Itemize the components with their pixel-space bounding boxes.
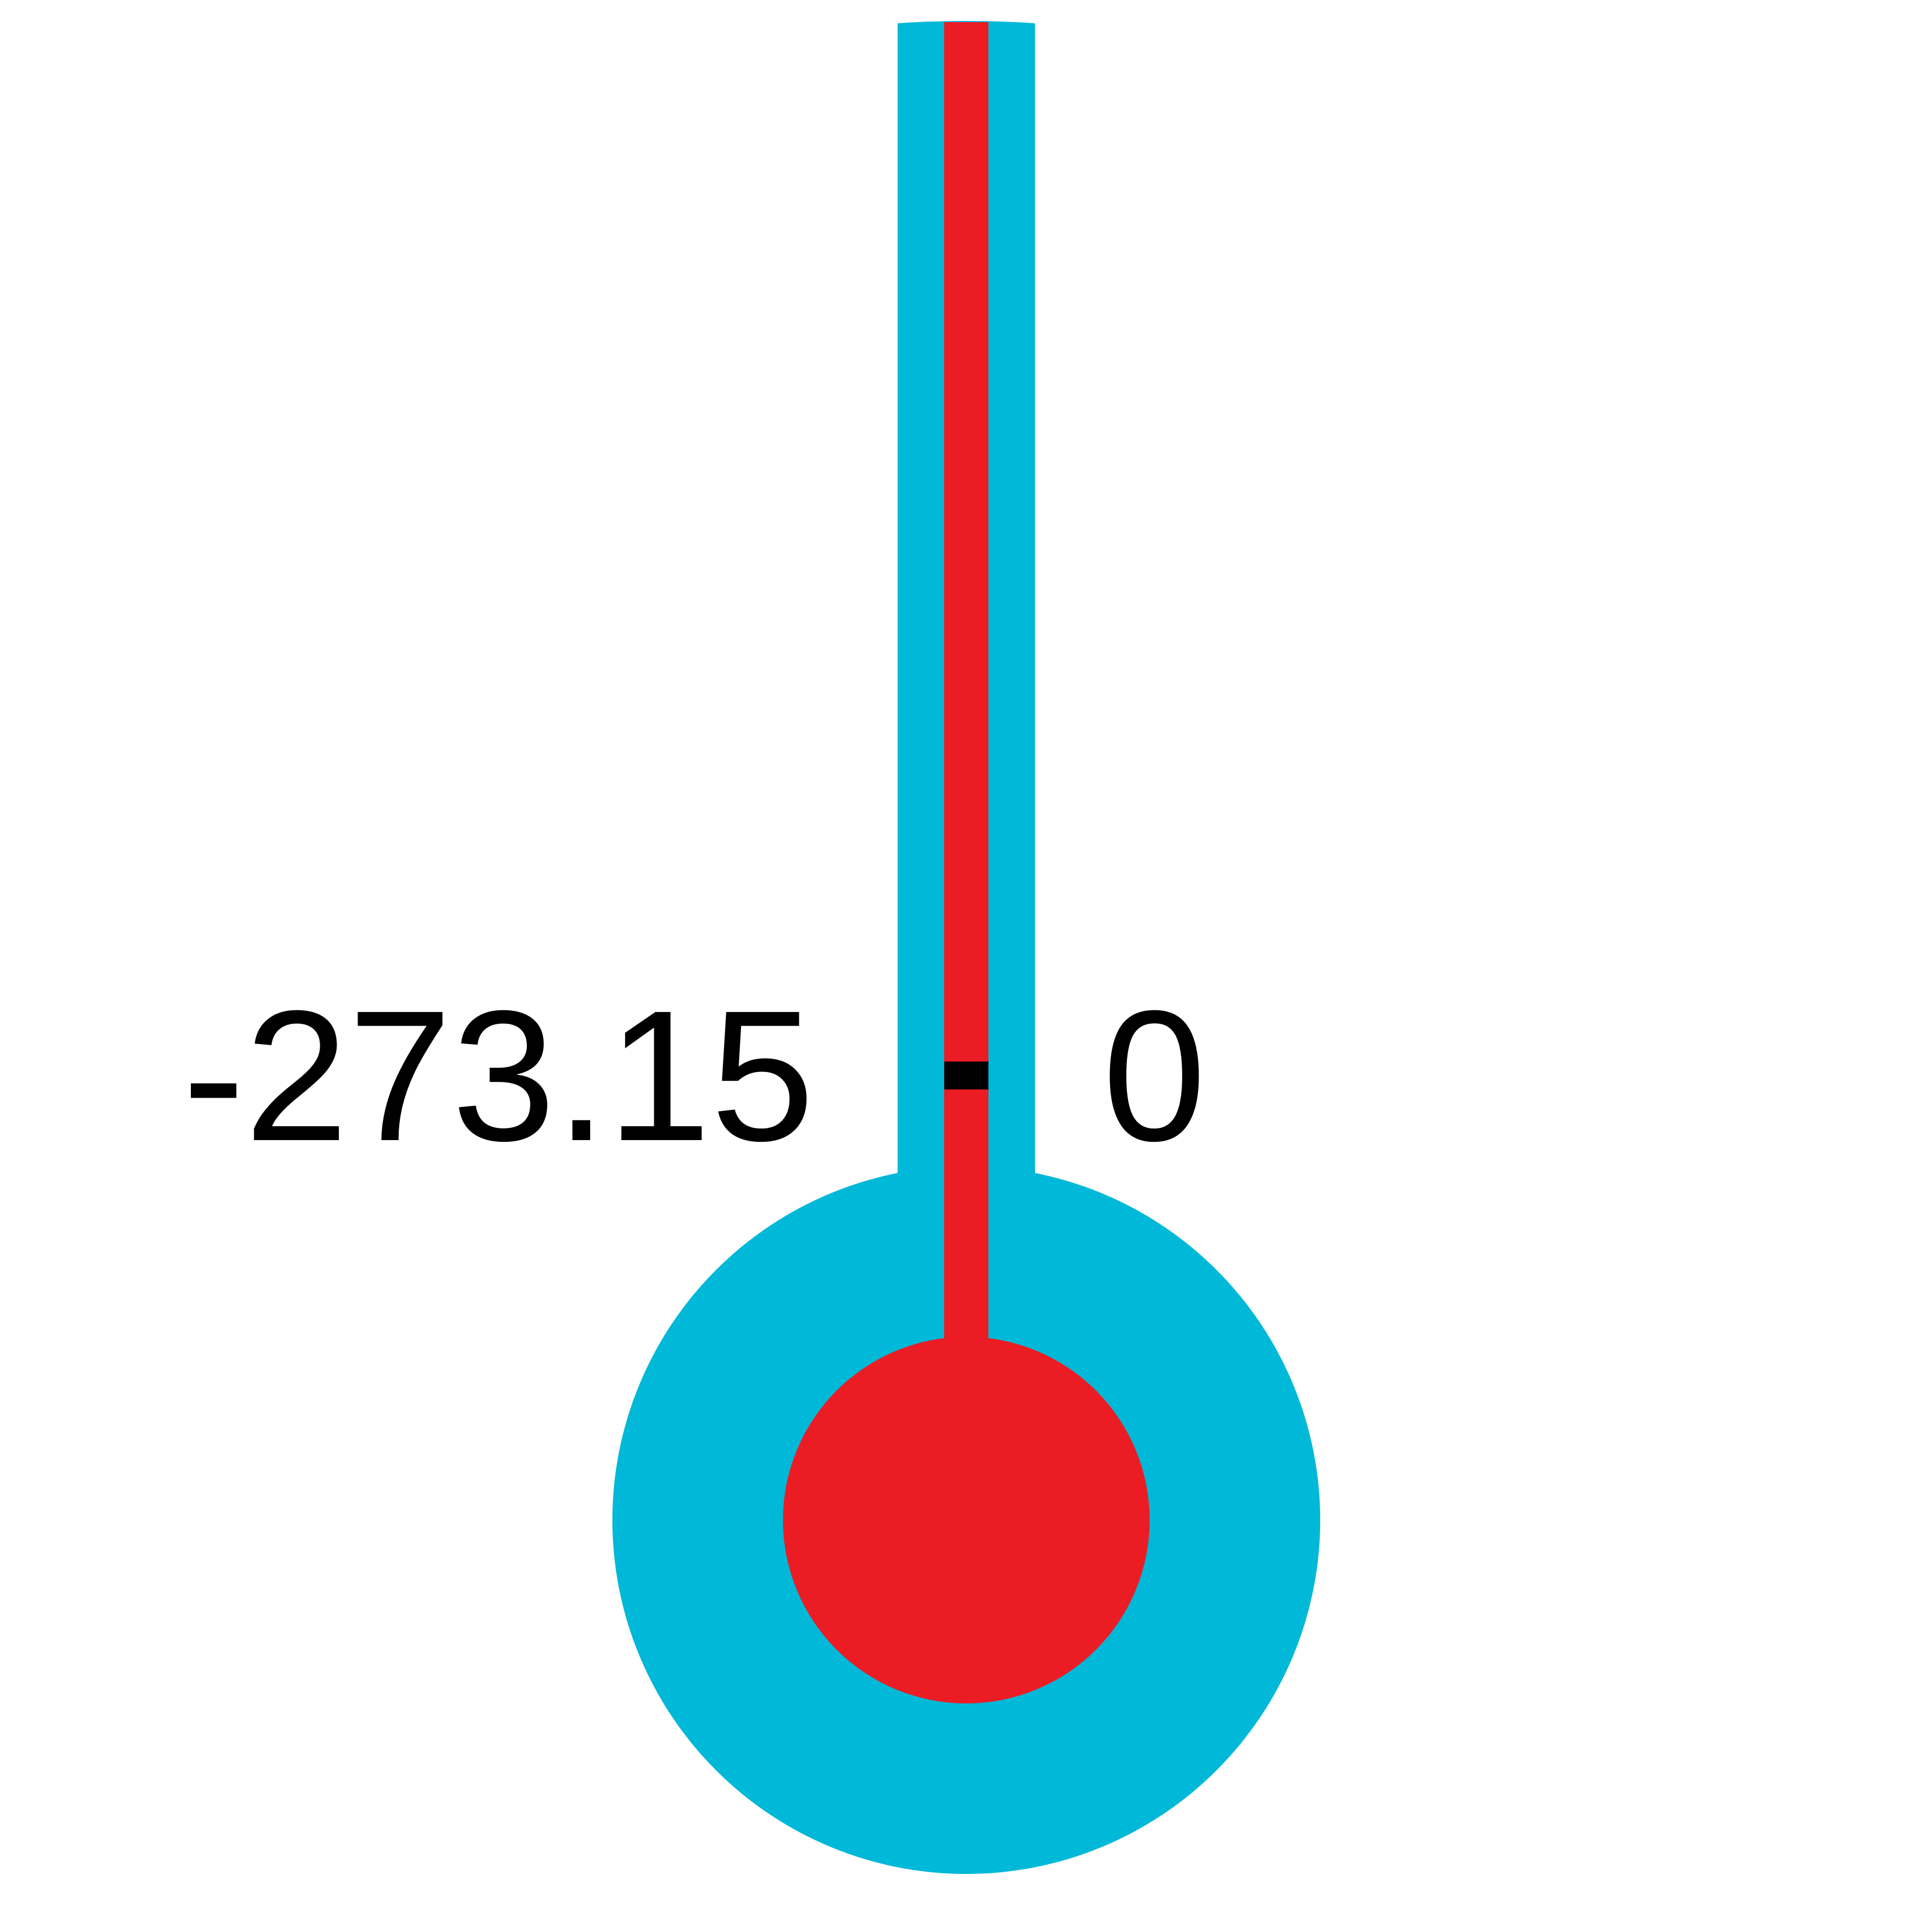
right-scale-label: 0 xyxy=(1103,971,1206,1180)
left-scale-label: -273.15 xyxy=(182,971,814,1180)
mercury-column xyxy=(944,22,988,1349)
zero-marker xyxy=(944,1062,988,1089)
mercury-bulb xyxy=(783,1337,1150,1703)
